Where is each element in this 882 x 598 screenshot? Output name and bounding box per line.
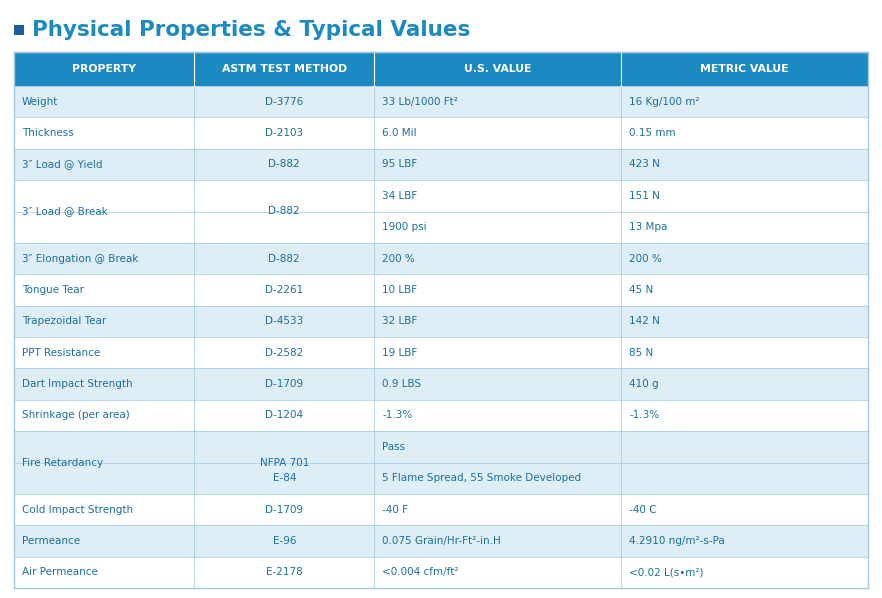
Text: D-1204: D-1204 — [265, 410, 303, 420]
Text: Physical Properties & Typical Values: Physical Properties & Typical Values — [32, 20, 470, 40]
Text: E-96: E-96 — [273, 536, 296, 546]
Bar — [14, 243, 868, 274]
Text: 423 N: 423 N — [629, 160, 660, 169]
Text: -40 F: -40 F — [383, 505, 408, 514]
Text: 142 N: 142 N — [629, 316, 660, 327]
Text: 6.0 Mil: 6.0 Mil — [383, 128, 417, 138]
Text: D-2103: D-2103 — [265, 128, 303, 138]
Text: Dart Impact Strength: Dart Impact Strength — [22, 379, 132, 389]
Text: NFPA 701: NFPA 701 — [259, 457, 309, 468]
Bar — [14, 25, 24, 35]
Text: 200 %: 200 % — [383, 254, 415, 264]
Bar — [14, 462, 868, 494]
Text: 32 LBF: 32 LBF — [383, 316, 418, 327]
Bar — [14, 274, 868, 306]
Text: 0.9 LBS: 0.9 LBS — [383, 379, 422, 389]
Text: Permeance: Permeance — [22, 536, 80, 546]
Text: D-2582: D-2582 — [265, 347, 303, 358]
Text: D-1709: D-1709 — [265, 505, 303, 514]
Bar — [14, 117, 868, 149]
Text: 10 LBF: 10 LBF — [383, 285, 417, 295]
Text: D-882: D-882 — [268, 254, 300, 264]
Bar — [14, 525, 868, 557]
Text: 5 Flame Spread, 55 Smoke Developed: 5 Flame Spread, 55 Smoke Developed — [383, 473, 581, 483]
Bar — [14, 86, 868, 117]
Text: Shrinkage (per area): Shrinkage (per area) — [22, 410, 130, 420]
Bar — [14, 337, 868, 368]
Text: 3″ Elongation @ Break: 3″ Elongation @ Break — [22, 254, 138, 264]
Text: D-4533: D-4533 — [265, 316, 303, 327]
Text: Thickness: Thickness — [22, 128, 74, 138]
Text: Weight: Weight — [22, 97, 58, 106]
Text: D-882: D-882 — [268, 160, 300, 169]
Text: 410 g: 410 g — [629, 379, 659, 389]
Bar — [14, 212, 868, 243]
Text: Air Permeance: Air Permeance — [22, 568, 98, 577]
Text: E-2178: E-2178 — [265, 568, 303, 577]
Text: 4.2910 ng/m²-s-Pa: 4.2910 ng/m²-s-Pa — [629, 536, 725, 546]
Text: Trapezoidal Tear: Trapezoidal Tear — [22, 316, 106, 327]
Text: PROPERTY: PROPERTY — [72, 64, 136, 74]
Text: 0.15 mm: 0.15 mm — [629, 128, 676, 138]
Text: -1.3%: -1.3% — [383, 410, 413, 420]
Bar — [14, 368, 868, 399]
Text: D-3776: D-3776 — [265, 97, 303, 106]
Bar — [14, 494, 868, 525]
Bar — [14, 306, 868, 337]
Text: 3″ Load @ Break: 3″ Load @ Break — [22, 206, 108, 216]
Text: 45 N: 45 N — [629, 285, 654, 295]
Text: -1.3%: -1.3% — [629, 410, 660, 420]
Text: <0.004 cfm/ft²: <0.004 cfm/ft² — [383, 568, 459, 577]
Bar — [14, 180, 868, 212]
Bar — [14, 557, 868, 588]
Text: U.S. VALUE: U.S. VALUE — [464, 64, 532, 74]
Text: Pass: Pass — [383, 442, 406, 452]
Text: Fire Retardancy: Fire Retardancy — [22, 457, 103, 468]
Bar — [14, 52, 868, 86]
Bar — [14, 149, 868, 180]
Text: 1900 psi: 1900 psi — [383, 222, 427, 232]
Text: 33 Lb/1000 Ft²: 33 Lb/1000 Ft² — [383, 97, 459, 106]
Text: D-882: D-882 — [268, 206, 300, 216]
Text: D-2261: D-2261 — [265, 285, 303, 295]
Text: 151 N: 151 N — [629, 191, 660, 201]
Text: <0.02 L(s•m²): <0.02 L(s•m²) — [629, 568, 704, 577]
Text: 19 LBF: 19 LBF — [383, 347, 418, 358]
Text: 200 %: 200 % — [629, 254, 662, 264]
Text: ASTM TEST METHOD: ASTM TEST METHOD — [221, 64, 347, 74]
Bar — [14, 399, 868, 431]
Text: 16 Kg/100 m²: 16 Kg/100 m² — [629, 97, 699, 106]
Text: 95 LBF: 95 LBF — [383, 160, 418, 169]
Text: Cold Impact Strength: Cold Impact Strength — [22, 505, 133, 514]
Text: D-1709: D-1709 — [265, 379, 303, 389]
Text: Tongue Tear: Tongue Tear — [22, 285, 84, 295]
Bar — [14, 431, 868, 462]
Text: 85 N: 85 N — [629, 347, 654, 358]
Text: 3″ Load @ Yield: 3″ Load @ Yield — [22, 160, 102, 169]
Text: 13 Mpa: 13 Mpa — [629, 222, 668, 232]
Text: E-84: E-84 — [273, 473, 296, 483]
Text: -40 C: -40 C — [629, 505, 657, 514]
Text: METRIC VALUE: METRIC VALUE — [700, 64, 789, 74]
Text: PPT Resistance: PPT Resistance — [22, 347, 101, 358]
Text: 34 LBF: 34 LBF — [383, 191, 418, 201]
Text: 0.075 Grain/Hr-Ft²-in.H: 0.075 Grain/Hr-Ft²-in.H — [383, 536, 501, 546]
